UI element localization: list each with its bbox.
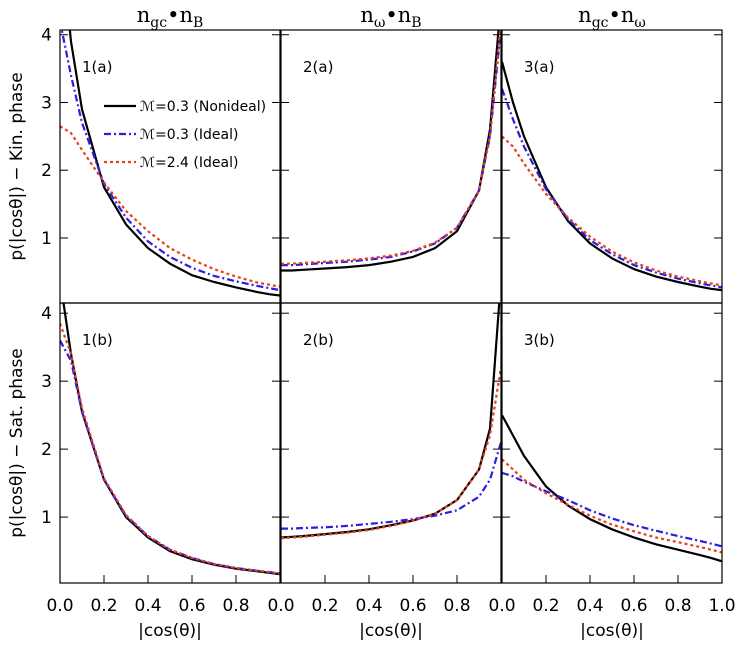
- y-tick-label: 1: [41, 229, 52, 249]
- x-tick-label: 0.4: [355, 596, 382, 616]
- x-tick-label: 0.8: [664, 596, 691, 616]
- series-line: [60, 125, 280, 288]
- series-line: [281, 367, 501, 540]
- title-part: n: [360, 3, 374, 27]
- series-line: [502, 414, 722, 563]
- series-line: [281, 30, 500, 272]
- title-part: n: [578, 3, 592, 27]
- series-line: [68, 30, 280, 297]
- x-tick-label: 0.0: [46, 596, 73, 616]
- x-tick-label: 1.0: [708, 596, 735, 616]
- title-part: •n: [385, 3, 411, 27]
- title-subscript: gc: [150, 15, 167, 31]
- y-tick-label: 2: [41, 440, 52, 460]
- y-axis-label: p(|cosθ|) − Sat. phase: [7, 348, 27, 538]
- column-title: ngc•nB: [137, 3, 204, 31]
- x-tick-label: 0.2: [311, 596, 338, 616]
- column-title: ngc•nω: [578, 3, 646, 31]
- y-tick-label: 1: [41, 508, 52, 528]
- y-tick-label: 3: [41, 93, 52, 113]
- x-tick-label: 0.8: [222, 596, 249, 616]
- y-tick-label: 3: [41, 372, 52, 392]
- panel-label: 1(a): [82, 58, 112, 76]
- x-tick-label: 0.8: [443, 596, 470, 616]
- title-subscript: ω: [634, 15, 645, 31]
- panel-label: 1(b): [82, 331, 113, 349]
- series-line: [502, 61, 722, 292]
- panel-label: 2(b): [303, 331, 334, 349]
- title-subscript: ω: [374, 15, 385, 31]
- series-line: [62, 303, 280, 576]
- x-tick-label: 0.2: [532, 596, 559, 616]
- title-subscript: gc: [592, 15, 609, 31]
- title-subscript: B: [193, 15, 203, 31]
- x-axis-label: |cos(θ)|: [138, 621, 202, 641]
- title-subscript: B: [411, 15, 421, 31]
- x-tick-label: 0.0: [267, 596, 294, 616]
- legend-label: ℳ=0.3 (Ideal): [140, 127, 238, 143]
- series-line: [281, 30, 501, 267]
- panel-label: 3(a): [524, 58, 554, 76]
- y-axis-label: p(|cosθ|) − Kin. phase: [7, 72, 27, 260]
- series-line: [502, 458, 722, 554]
- x-tick-label: 0.4: [134, 596, 161, 616]
- column-title: nω•nB: [360, 3, 421, 31]
- x-axis-label: |cos(θ)|: [580, 621, 644, 641]
- series-line: [502, 88, 722, 289]
- legend-label: ℳ=0.3 (Nonideal): [140, 99, 266, 115]
- title-part: n: [137, 3, 151, 27]
- panel-label: 3(b): [524, 331, 555, 349]
- x-tick-label: 0.6: [178, 596, 205, 616]
- series-line: [60, 30, 280, 292]
- legend-label: ℳ=2.4 (Ideal): [140, 155, 238, 171]
- panel-label: 2(a): [303, 58, 333, 76]
- series-line: [60, 339, 280, 575]
- x-axis-label: |cos(θ)|: [359, 621, 423, 641]
- x-tick-label: 0.2: [90, 596, 117, 616]
- y-tick-label: 4: [41, 304, 52, 324]
- title-part: •n: [167, 3, 193, 27]
- x-tick-label: 0.0: [488, 596, 515, 616]
- x-tick-label: 0.4: [576, 596, 603, 616]
- series-line: [281, 30, 501, 265]
- series-line: [60, 323, 280, 575]
- panel-frame: [501, 302, 723, 584]
- series-line: [281, 303, 501, 539]
- panel-frame: [280, 302, 502, 584]
- y-tick-label: 2: [41, 161, 52, 181]
- x-tick-label: 0.6: [620, 596, 647, 616]
- series-line: [502, 471, 722, 548]
- panel-frame: [59, 302, 281, 584]
- x-tick-label: 0.6: [399, 596, 426, 616]
- title-part: •n: [609, 3, 635, 27]
- series-line: [502, 135, 722, 287]
- series-line: [281, 441, 501, 530]
- y-tick-label: 4: [41, 26, 52, 46]
